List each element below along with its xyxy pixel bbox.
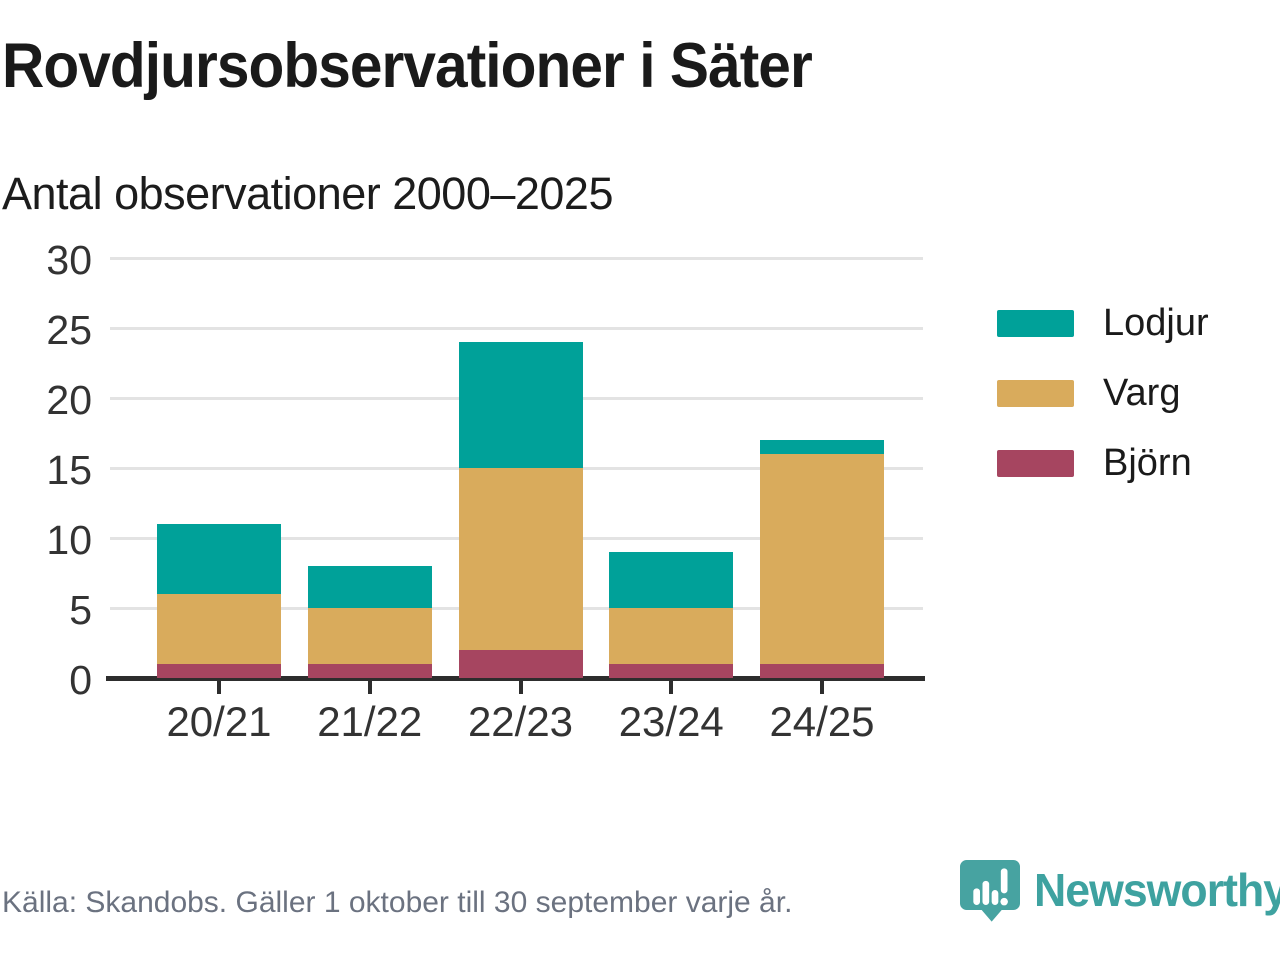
bar-segment-lodjur xyxy=(307,566,432,608)
stacked-bar-23-24 xyxy=(609,552,734,678)
x-axis-label: 22/23 xyxy=(467,698,574,745)
chart-subtitle: Antal observationer 2000–2025 xyxy=(2,168,613,219)
stacked-bar-20-21 xyxy=(157,524,281,678)
bar-segment-lodjur xyxy=(760,440,884,454)
bar-segment-varg xyxy=(760,454,884,664)
legend-item-björn: Björn xyxy=(997,443,1209,483)
x-axis-line xyxy=(106,676,925,681)
chart-legend: Lodjur Varg Björn xyxy=(997,303,1209,483)
legend-swatch xyxy=(997,449,1074,477)
y-axis-label: 10 xyxy=(46,517,92,563)
legend-label: Varg xyxy=(1103,372,1181,414)
legend-item-varg: Varg xyxy=(997,373,1209,413)
legend-item-lodjur: Lodjur xyxy=(997,303,1209,343)
legend-swatch xyxy=(997,309,1074,337)
y-axis-label: 0 xyxy=(69,657,92,703)
bar-segment-varg xyxy=(157,594,281,664)
x-axis-label: 20/21 xyxy=(166,698,272,745)
bar-segment-lodjur xyxy=(458,342,583,468)
stacked-bar-24-25 xyxy=(760,440,884,678)
y-axis-label: 15 xyxy=(46,447,92,493)
x-axis-tick xyxy=(518,681,523,694)
bar-segment-lodjur xyxy=(609,552,734,608)
y-axis-label: 5 xyxy=(69,587,92,633)
x-axis-label: 21/22 xyxy=(317,698,423,745)
legend-swatch xyxy=(997,379,1074,407)
x-axis-label: 24/25 xyxy=(769,698,875,745)
x-axis-tick xyxy=(820,681,824,694)
x-axis-tick xyxy=(367,681,372,694)
chart-title: Rovdjursobservationer i Säter xyxy=(2,31,813,101)
legend-label: Björn xyxy=(1103,442,1192,484)
x-axis-tick xyxy=(669,681,674,694)
legend-label: Lodjur xyxy=(1103,302,1209,344)
newsworthy-logo-text: Newsworthy xyxy=(1034,864,1280,916)
bar-segment-björn xyxy=(307,664,432,678)
newsworthy-logo-icon xyxy=(960,860,1020,922)
bar-segment-lodjur xyxy=(157,524,281,594)
gridline-y-25 xyxy=(110,327,923,330)
bar-segment-varg xyxy=(609,608,734,664)
stacked-bar-22-23 xyxy=(458,342,583,678)
bar-segment-björn xyxy=(609,664,734,678)
bar-segment-björn xyxy=(760,664,884,678)
stacked-bar-21-22 xyxy=(307,566,432,678)
x-axis-tick xyxy=(217,681,221,694)
bar-segment-varg xyxy=(307,608,432,664)
x-axis-label: 23/24 xyxy=(618,698,724,745)
y-axis-label: 20 xyxy=(46,377,92,423)
gridline-y-30 xyxy=(110,257,923,260)
bar-segment-björn xyxy=(157,664,281,678)
bar-segment-björn xyxy=(458,650,583,678)
source-note: Källa: Skandobs. Gäller 1 oktober till 3… xyxy=(2,886,793,919)
y-axis-label: 25 xyxy=(46,307,92,353)
bar-segment-varg xyxy=(458,468,583,650)
newsworthy-logo: Newsworthy xyxy=(960,858,1280,922)
y-axis-label: 30 xyxy=(46,237,92,283)
